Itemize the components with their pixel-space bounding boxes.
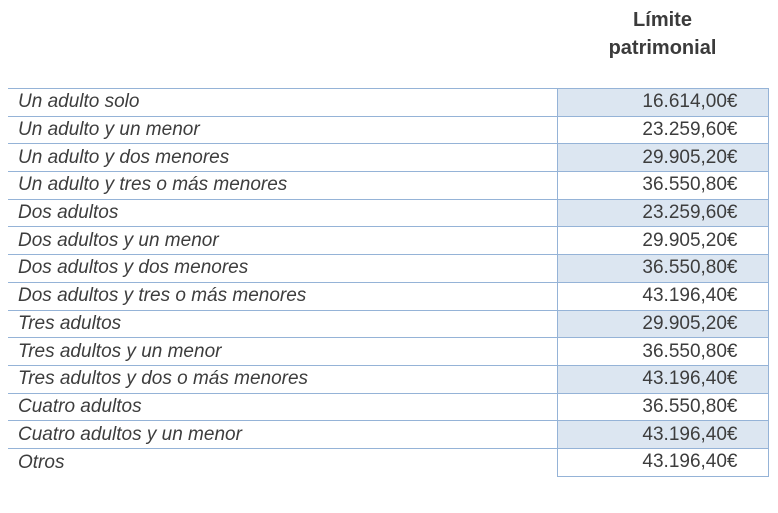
limit-value: 23.259,60€ bbox=[642, 119, 738, 141]
limit-value: 36.550,80€ bbox=[642, 395, 738, 417]
household-type-cell: Otros bbox=[8, 447, 557, 477]
limit-value-cell: 43.196,40€ bbox=[556, 420, 769, 449]
household-type-label: Tres adultos y dos o más menores bbox=[18, 368, 309, 390]
limit-value-cell: 36.550,80€ bbox=[556, 337, 769, 366]
limit-value: 29.905,20€ bbox=[642, 312, 738, 334]
household-type-cell: Un adulto solo bbox=[8, 88, 557, 117]
table-row: Un adulto y un menor 23.259,60€ bbox=[8, 115, 769, 144]
table-row: Un adulto y tres o más menores 36.550,80… bbox=[8, 171, 769, 200]
household-type-label: Dos adultos y un menor bbox=[18, 229, 219, 251]
table-row: Dos adultos y un menor 29.905,20€ bbox=[8, 226, 769, 255]
limit-value: 36.550,80€ bbox=[642, 257, 738, 279]
column-header-label: Límite patrimonial bbox=[608, 9, 717, 59]
limit-value: 36.550,80€ bbox=[642, 340, 738, 362]
household-type-cell: Dos adultos y un menor bbox=[8, 226, 557, 255]
household-type-label: Cuatro adultos y un menor bbox=[18, 423, 242, 445]
household-type-cell: Dos adultos y dos menores bbox=[8, 254, 557, 283]
limit-value-cell: 29.905,20€ bbox=[556, 226, 769, 255]
household-type-cell: Tres adultos y dos o más menores bbox=[8, 364, 557, 394]
limit-value: 29.905,20€ bbox=[642, 229, 738, 251]
limit-value-cell: 43.196,40€ bbox=[556, 281, 769, 310]
household-type-label: Un adulto y tres o más menores bbox=[18, 174, 288, 196]
household-type-label: Un adulto y dos menores bbox=[18, 146, 230, 168]
limit-value-cell: 36.550,80€ bbox=[556, 254, 769, 283]
household-type-cell: Un adulto y dos menores bbox=[8, 143, 557, 172]
table-row: Dos adultos 23.259,60€ bbox=[8, 198, 769, 227]
table-row: Cuatro adultos 36.550,80€ bbox=[8, 392, 769, 421]
household-type-label: Dos adultos bbox=[18, 202, 119, 224]
household-type-cell: Cuatro adultos y un menor bbox=[8, 420, 557, 449]
limit-value: 36.550,80€ bbox=[642, 174, 738, 196]
table-row: Dos adultos y tres o más menores 43.196,… bbox=[8, 281, 769, 310]
limit-value: 23.259,60€ bbox=[642, 202, 738, 224]
table-row: Otros 43.196,40€ bbox=[8, 447, 769, 477]
table-row: Un adulto solo 16.614,00€ bbox=[8, 88, 769, 117]
table-row: Tres adultos y dos o más menores 43.196,… bbox=[8, 364, 769, 394]
limit-value: 29.905,20€ bbox=[642, 146, 738, 168]
household-type-label: Un adulto y un menor bbox=[18, 119, 200, 141]
household-type-cell: Dos adultos y tres o más menores bbox=[8, 281, 557, 310]
household-type-label: Tres adultos bbox=[18, 312, 122, 334]
limit-value-cell: 16.614,00€ bbox=[556, 88, 769, 117]
limit-value-cell: 36.550,80€ bbox=[556, 392, 769, 421]
household-type-cell: Un adulto y tres o más menores bbox=[8, 171, 557, 200]
household-type-label: Tres adultos y un menor bbox=[18, 340, 222, 362]
limits-table-body: Un adulto solo 16.614,00€ Un adulto y un… bbox=[8, 88, 769, 477]
household-type-cell: Un adulto y un menor bbox=[8, 115, 557, 144]
column-header-limite-patrimonial: Límite patrimonial bbox=[557, 6, 768, 62]
household-type-cell: Cuatro adultos bbox=[8, 392, 557, 421]
household-type-cell: Tres adultos y un menor bbox=[8, 337, 557, 366]
limit-value-cell: 29.905,20€ bbox=[556, 143, 769, 172]
household-type-label: Un adulto solo bbox=[18, 91, 140, 113]
household-type-label: Otros bbox=[18, 451, 65, 473]
limit-value: 43.196,40€ bbox=[642, 423, 738, 445]
limit-value-cell: 29.905,20€ bbox=[556, 309, 769, 338]
limit-value-cell: 36.550,80€ bbox=[556, 171, 769, 200]
limit-value-cell: 43.196,40€ bbox=[556, 447, 769, 477]
limit-value: 16.614,00€ bbox=[642, 91, 738, 113]
table-row: Tres adultos 29.905,20€ bbox=[8, 309, 769, 338]
household-type-cell: Dos adultos bbox=[8, 198, 557, 227]
limit-value: 43.196,40€ bbox=[642, 285, 738, 307]
limit-value-cell: 23.259,60€ bbox=[556, 115, 769, 144]
limit-value-cell: 23.259,60€ bbox=[556, 198, 769, 227]
limit-value-cell: 43.196,40€ bbox=[556, 364, 769, 394]
limit-value: 43.196,40€ bbox=[642, 368, 738, 390]
household-type-cell: Tres adultos bbox=[8, 309, 557, 338]
table-row: Un adulto y dos menores 29.905,20€ bbox=[8, 143, 769, 172]
table-row: Dos adultos y dos menores 36.550,80€ bbox=[8, 254, 769, 283]
household-type-label: Cuatro adultos bbox=[18, 395, 142, 417]
household-type-label: Dos adultos y tres o más menores bbox=[18, 285, 307, 307]
limit-value: 43.196,40€ bbox=[642, 451, 738, 473]
patrimonial-limits-table: Un adulto solo 16.614,00€ Un adulto y un… bbox=[8, 88, 769, 477]
table-row: Cuatro adultos y un menor 43.196,40€ bbox=[8, 420, 769, 449]
table-row: Tres adultos y un menor 36.550,80€ bbox=[8, 337, 769, 366]
household-type-label: Dos adultos y dos menores bbox=[18, 257, 249, 279]
